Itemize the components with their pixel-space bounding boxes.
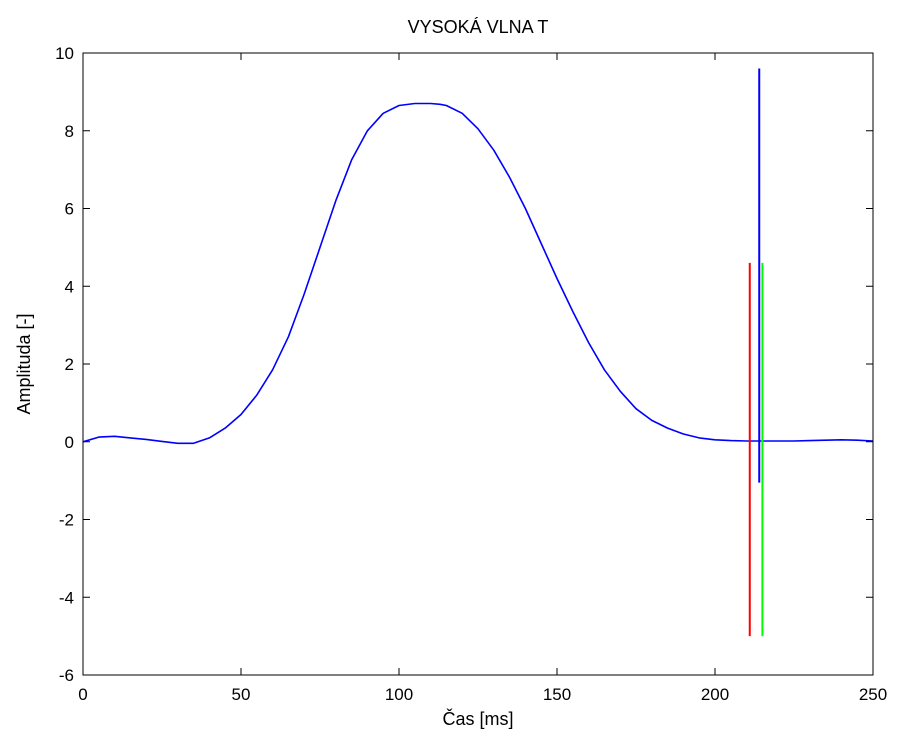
plot-area (83, 53, 873, 675)
y-tick-label: -2 (59, 511, 74, 530)
y-tick-label: 10 (55, 44, 74, 63)
x-tick-label: 50 (232, 685, 251, 704)
y-tick-label: -4 (59, 588, 74, 607)
y-axis: -6 -4 -2 0 2 4 6 8 10 (55, 44, 873, 685)
y-tick-label: 6 (65, 200, 74, 219)
x-tick-label: 0 (78, 685, 87, 704)
y-tick-label: -6 (59, 666, 74, 685)
y-tick-label: 4 (65, 277, 74, 296)
x-tick-label: 150 (543, 685, 571, 704)
chart-title: VYSOKÁ VLNA T (408, 17, 549, 37)
marker-layer (748, 68, 764, 637)
y-axis-title: Amplituda [-] (14, 313, 34, 414)
x-tick-label: 200 (701, 685, 729, 704)
x-axis: 0 50 100 150 200 250 (78, 53, 887, 704)
x-axis-title: Čas [ms] (442, 708, 513, 729)
y-tick-label: 0 (65, 433, 74, 452)
y-tick-label: 8 (65, 122, 74, 141)
plot-frame (82, 52, 874, 676)
x-tick-label: 250 (859, 685, 887, 704)
y-tick-label: 2 (65, 355, 74, 374)
x-tick-label: 100 (385, 685, 413, 704)
